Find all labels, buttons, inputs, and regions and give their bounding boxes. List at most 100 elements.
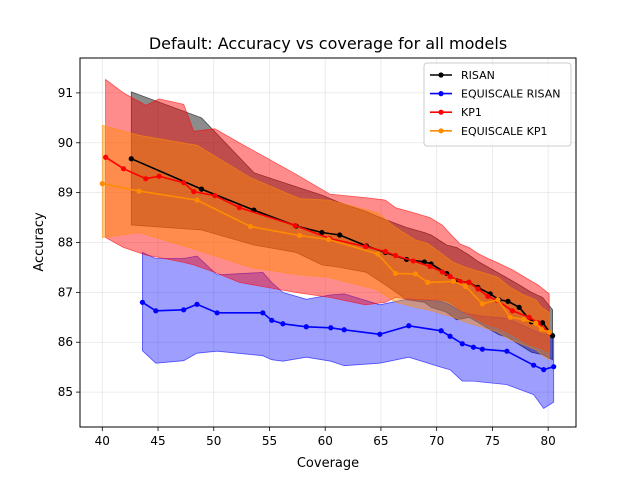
equiscale-risan-point — [341, 327, 347, 333]
equiscale-kp1-point — [533, 320, 539, 326]
equiscale-risan-point — [447, 333, 453, 339]
equiscale-risan-point — [139, 299, 146, 305]
risan-point — [198, 186, 205, 192]
equiscale-risan-point — [194, 301, 200, 307]
kp1-point — [447, 273, 453, 280]
legend-box — [423, 62, 572, 147]
kp1-point — [212, 193, 218, 199]
equiscale-kp1-point — [463, 283, 469, 289]
axis-ticks: 40 45 50 55 60 65 70 75 80 85 86 87 88 89 90 91 — [58, 86, 556, 448]
kp1-point — [485, 293, 491, 299]
x-tick-label: 75 — [485, 434, 500, 448]
y-tick-label: 90 — [58, 136, 73, 150]
x-tick-label: 80 — [540, 434, 555, 448]
kp1-point — [439, 269, 445, 275]
risan-point — [319, 229, 325, 236]
risan-point — [516, 304, 522, 310]
equiscale-kp1-point — [247, 223, 254, 230]
kp1-point — [103, 154, 109, 160]
x-tick-label: 45 — [150, 434, 165, 448]
equiscale-kp1-point — [538, 326, 545, 332]
equiscale-kp1-point — [450, 278, 456, 284]
equiscale-kp1-point — [412, 271, 419, 277]
risan-point — [549, 333, 556, 339]
y-tick-label: 89 — [58, 186, 73, 200]
kp1-point — [292, 222, 298, 229]
x-tick-label: 60 — [318, 434, 333, 448]
risan-point — [539, 320, 546, 326]
equiscale-kp1-point — [99, 181, 105, 187]
kp1-point — [362, 243, 368, 250]
equiscale-risan-point — [551, 364, 557, 370]
x-tick-label: 55 — [262, 434, 277, 448]
equiscale-kp1-point — [425, 279, 431, 285]
equiscale-kp1-point — [479, 301, 485, 307]
kp1-point — [382, 248, 389, 255]
equiscale-risan-point — [181, 307, 187, 313]
risan-band — [130, 91, 553, 361]
y-tick-label: 87 — [58, 285, 73, 299]
equiscale-risan-point — [269, 317, 275, 323]
x-axis-label: Coverage — [297, 456, 359, 471]
equiscale-kp1-point — [194, 197, 200, 203]
y-tick-label: 85 — [58, 385, 73, 399]
equiscale-risan-point — [153, 308, 159, 314]
equiscale-kp1-point — [296, 232, 303, 239]
kp1-point — [156, 173, 162, 179]
legend-label: EQUISCALE KP1 — [461, 125, 548, 138]
y-axis-label: Accuracy — [32, 212, 47, 272]
kp1-point — [466, 279, 472, 285]
kp1-point — [181, 180, 187, 186]
kp1-point — [392, 252, 399, 259]
x-tick-label: 40 — [95, 434, 110, 448]
kp1-point — [191, 189, 197, 195]
equiscale-kp1-point — [546, 329, 552, 335]
equiscale-risan-line — [141, 301, 554, 371]
equiscale-kp1-point — [325, 236, 332, 243]
risan-point — [128, 156, 134, 162]
equiscale-kp1-band — [101, 124, 550, 361]
legend-label: EQUISCALE RISAN — [461, 88, 561, 101]
equiscale-risan-legend-marker — [438, 91, 444, 97]
equiscale-risan-point — [328, 325, 334, 331]
equiscale-kp1-point — [375, 251, 381, 257]
equiscale-kp1-point — [495, 297, 501, 303]
risan-point — [421, 259, 428, 265]
kp1-point — [427, 263, 433, 270]
kp1-point — [143, 176, 149, 182]
kp1-point — [410, 258, 416, 264]
equiscale-risan-point — [214, 310, 220, 316]
equiscale-risan-point — [280, 321, 286, 327]
equiscale-risan-point — [504, 348, 510, 354]
equiscale-kp1-point — [507, 314, 513, 320]
equiscale-risan-point — [303, 324, 309, 330]
equiscale-risan-point — [459, 341, 465, 347]
kp1-point — [526, 314, 532, 320]
y-tick-label: 88 — [58, 236, 73, 250]
series-lines — [99, 154, 557, 373]
risan-legend-marker — [438, 72, 444, 78]
equiscale-kp1-point — [521, 316, 527, 322]
legend-label: RISAN — [461, 69, 495, 82]
y-tick-label: 91 — [58, 86, 73, 100]
x-tick-label: 65 — [373, 434, 388, 448]
kp1-point — [120, 166, 127, 172]
x-tick-label: 70 — [429, 434, 444, 448]
x-tick-label: 50 — [206, 434, 221, 448]
legend-label: KP1 — [461, 106, 482, 119]
kp1-point — [475, 286, 481, 292]
equiscale-risan-point — [406, 323, 412, 329]
chart-title: Default: Accuracy vs coverage for all mo… — [149, 34, 507, 53]
kp1-point — [509, 308, 516, 314]
kp1-legend-marker — [438, 109, 444, 115]
equiscale-kp1-point — [136, 188, 142, 194]
equiscale-risan-point — [470, 344, 477, 350]
equiscale-risan-point — [541, 367, 547, 373]
equiscale-risan-point — [438, 328, 444, 334]
y-tick-label: 86 — [58, 335, 73, 349]
kp1-point — [236, 204, 242, 211]
equiscale-risan-point — [260, 310, 266, 316]
equiscale-risan-point — [531, 362, 537, 368]
risan-point — [505, 298, 511, 304]
